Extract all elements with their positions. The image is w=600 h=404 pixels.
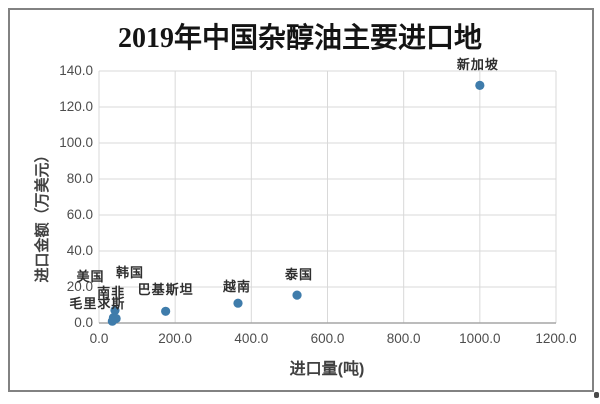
point-label-毛里求斯: 毛里求斯: [69, 296, 126, 312]
x-axis-title: 进口量(吨): [289, 361, 365, 378]
y-tick-label: 20.0: [66, 279, 93, 294]
x-tick-label: 400.0: [234, 331, 269, 346]
data-point-毛里求斯: [107, 316, 117, 326]
y-tick-label: 80.0: [66, 171, 93, 186]
point-label-越南: 越南: [222, 279, 251, 295]
point-label-新加坡: 新加坡: [456, 57, 499, 73]
y-tick-label: 100.0: [59, 135, 93, 150]
y-tick-label: 140.0: [59, 63, 93, 78]
data-point-新加坡: [475, 80, 485, 90]
y-tick-label: 60.0: [66, 207, 93, 222]
x-tick-label: 800.0: [386, 331, 421, 346]
point-label-美国: 美国: [76, 268, 105, 284]
y-tick-label: 120.0: [59, 99, 93, 114]
point-label-巴基斯坦: 巴基斯坦: [137, 282, 194, 298]
point-label-南非: 南非: [97, 284, 126, 300]
corner-artifact: [594, 392, 599, 398]
x-tick-label: 600.0: [310, 331, 345, 346]
x-tick-label: 0.0: [89, 331, 109, 346]
data-point-泰国: [292, 290, 302, 300]
x-tick-label: 200.0: [158, 331, 193, 346]
data-point-巴基斯坦: [161, 306, 171, 316]
chart-title: 2019年中国杂醇油主要进口地: [117, 23, 482, 54]
data-point-越南: [233, 298, 243, 308]
point-label-泰国: 泰国: [285, 267, 314, 283]
data-point-韩国: [110, 305, 120, 315]
x-tick-label: 1000.0: [459, 331, 501, 346]
chart-frame: [8, 8, 594, 392]
x-tick-label: 1200.0: [535, 331, 577, 346]
y-tick-label: 40.0: [66, 243, 93, 258]
y-tick-label: 0.0: [74, 315, 93, 330]
point-label-韩国: 韩国: [115, 265, 144, 281]
